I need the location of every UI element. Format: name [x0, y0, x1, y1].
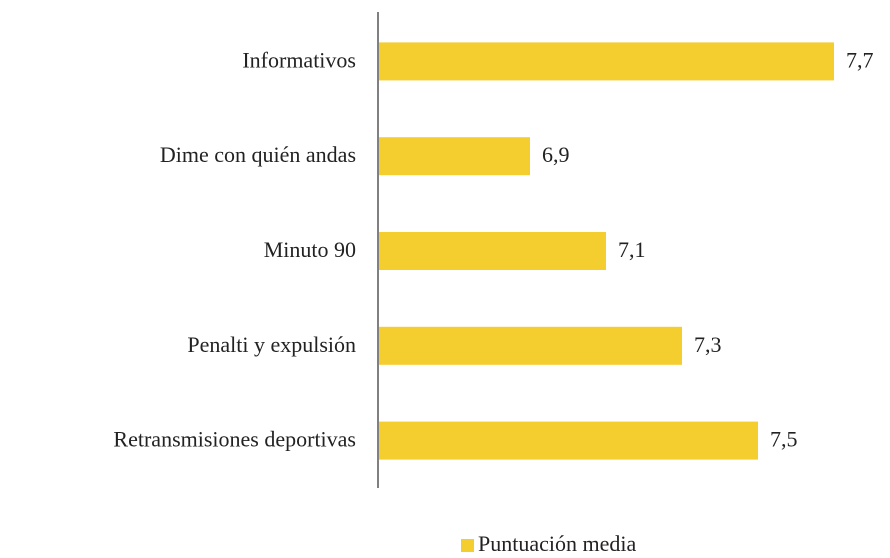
category-label: Informativos: [242, 47, 356, 72]
value-label: 7,1: [618, 237, 646, 262]
bar: [378, 232, 606, 270]
category-label: Minuto 90: [264, 237, 356, 262]
category-label: Dime con quién andas: [160, 142, 356, 167]
category-label: Retransmisiones deportivas: [113, 427, 356, 452]
value-label: 7,5: [770, 427, 798, 452]
legend-label: Puntuación media: [478, 531, 636, 556]
value-label: 6,9: [542, 142, 570, 167]
bar: [378, 421, 758, 460]
bar: [378, 42, 834, 81]
bar: [378, 137, 530, 176]
value-label: 7,7: [846, 47, 874, 72]
bar: [378, 326, 682, 365]
legend-swatch: [461, 539, 474, 552]
value-label: 7,3: [694, 332, 722, 357]
category-label: Penalti y expulsión: [187, 332, 356, 357]
